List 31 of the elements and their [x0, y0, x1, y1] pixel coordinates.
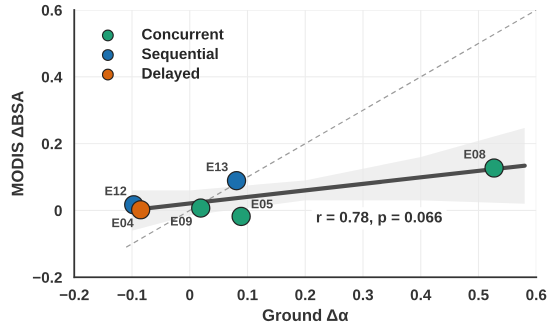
- x-tick-label: −0.2: [60, 289, 89, 300]
- x-tick-label: 0.2: [295, 289, 316, 300]
- annotation: E04: [112, 218, 134, 228]
- annotation: E09: [170, 216, 192, 226]
- y-tick-label: 0: [54, 205, 62, 216]
- legend-label: Sequential: [142, 48, 218, 62]
- y-tick-label: 0.6: [42, 4, 62, 16]
- x-tick-label: 0.3: [352, 289, 374, 300]
- y-tick-label: 0.2: [42, 138, 62, 150]
- point: [130, 200, 150, 220]
- legend-label: Concurrent: [142, 28, 224, 40]
- annotation: E12: [105, 186, 126, 196]
- x-tick-label: 0: [186, 289, 194, 300]
- y-tick-label: 0.4: [42, 72, 62, 83]
- x-axis-title: Ground Δα: [262, 308, 348, 322]
- annotation: E13: [206, 162, 228, 172]
- point: [231, 206, 251, 226]
- x-tick-label: −0.1: [118, 289, 147, 300]
- legend-label: Delayed: [142, 68, 200, 82]
- x-tick-label: 0.5: [468, 289, 489, 300]
- annotation: r = 0.78, p = 0.066: [316, 212, 442, 226]
- x-tick-label: 0.1: [237, 289, 258, 300]
- point: [484, 158, 504, 178]
- annotation: E05: [252, 200, 273, 208]
- point: [226, 171, 246, 190]
- y-axis-title: MODIS ΔBSA: [12, 91, 24, 196]
- point: [191, 198, 210, 218]
- x-tick-label: 0.4: [410, 289, 432, 300]
- annotation: E08: [464, 150, 486, 159]
- y-tick-label: −0.2: [32, 272, 62, 283]
- x-tick-label: 0.6: [526, 289, 546, 300]
